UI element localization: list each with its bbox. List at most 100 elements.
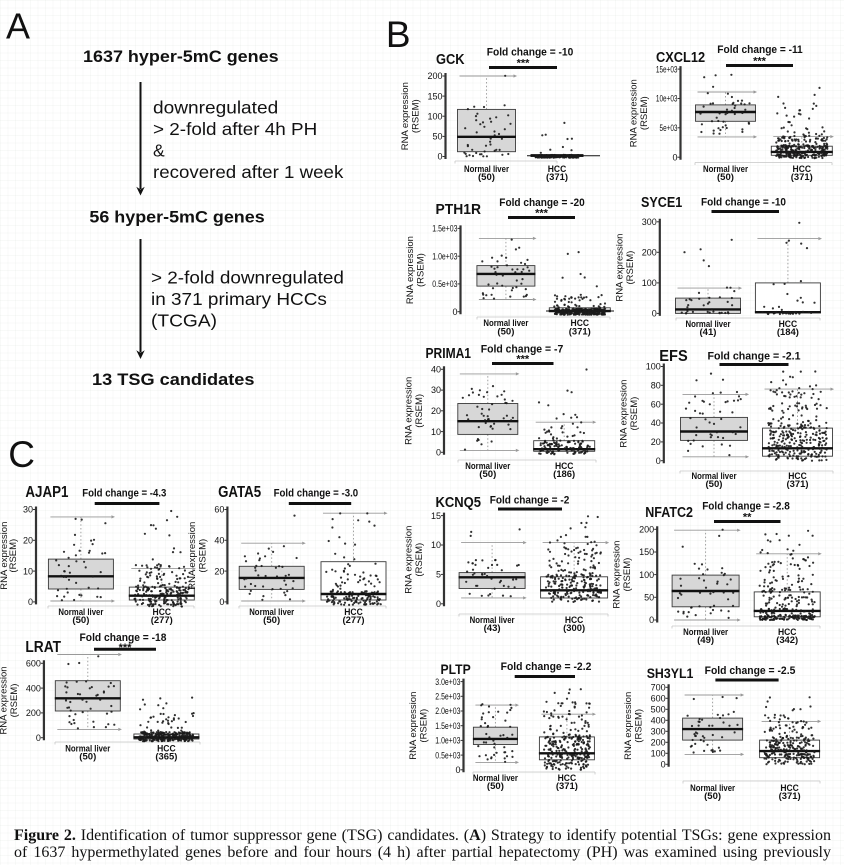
svg-text:LRAT: LRAT (25, 639, 61, 656)
svg-text:2.0e+03: 2.0e+03 (435, 706, 460, 716)
svg-text:(371): (371) (791, 172, 813, 182)
svg-text:1.5e+03: 1.5e+03 (435, 721, 460, 731)
svg-text:RNA expression: RNA expression (0, 522, 10, 590)
svg-text:200: 200 (651, 738, 666, 748)
svg-text:(50): (50) (79, 752, 96, 762)
svg-text:0: 0 (656, 456, 661, 466)
svg-text:5e+03: 5e+03 (660, 123, 678, 133)
svg-text:50: 50 (432, 132, 442, 142)
svg-text:> 2-fold after 4h PH: > 2-fold after 4h PH (153, 119, 317, 139)
svg-text:RNA expression: RNA expression (0, 666, 9, 734)
svg-text:0: 0 (436, 599, 441, 609)
svg-text:Fold change = -7: Fold change = -7 (481, 344, 564, 356)
svg-text:(RSEM): (RSEM) (629, 397, 640, 431)
svg-text:100: 100 (651, 749, 666, 759)
svg-text:5: 5 (436, 570, 441, 580)
svg-text:500: 500 (651, 705, 666, 715)
svg-text:HCC: HCC (779, 319, 798, 329)
svg-text:Fold change = -3.0: Fold change = -3.0 (274, 488, 359, 500)
svg-text:(RSEM): (RSEM) (197, 539, 208, 573)
svg-text:(371): (371) (556, 781, 578, 791)
svg-text:Fold change = -2.8: Fold change = -2.8 (702, 501, 790, 513)
svg-text:(TCGA): (TCGA) (151, 311, 217, 331)
svg-text:Fold change = -4.3: Fold change = -4.3 (82, 488, 166, 500)
svg-text:1.0e+03: 1.0e+03 (435, 736, 460, 746)
svg-text:HCC: HCC (548, 164, 567, 174)
svg-text:GATA5: GATA5 (218, 484, 261, 501)
svg-text:Fold change = -11: Fold change = -11 (717, 44, 802, 56)
svg-text:HCC: HCC (157, 744, 176, 754)
svg-text:RNA expression: RNA expression (408, 692, 419, 760)
svg-text:recovered after 1 week: recovered after 1 week (153, 162, 344, 182)
svg-text:SH3YL1: SH3YL1 (647, 665, 694, 681)
svg-text:(RSEM): (RSEM) (418, 709, 429, 743)
svg-text:AJAP1: AJAP1 (25, 484, 68, 501)
svg-text:150: 150 (427, 91, 442, 101)
svg-text:(RSEM): (RSEM) (414, 543, 425, 577)
svg-text:400: 400 (26, 683, 41, 693)
svg-text:HCC: HCC (565, 615, 584, 625)
svg-text:PLTP: PLTP (441, 661, 471, 677)
svg-text:B: B (386, 14, 411, 55)
svg-text:A: A (6, 5, 30, 46)
svg-text:HCC: HCC (153, 607, 172, 617)
svg-text:(371): (371) (779, 791, 801, 801)
svg-text:Fold change = -10: Fold change = -10 (487, 47, 574, 59)
svg-text:Normal liver: Normal liver (65, 744, 111, 754)
svg-text:40: 40 (214, 536, 224, 546)
svg-text:Normal liver: Normal liver (249, 607, 295, 617)
svg-text:(RSEM): (RSEM) (639, 96, 650, 130)
svg-text:(50): (50) (72, 615, 89, 625)
svg-text:(RSEM): (RSEM) (634, 709, 645, 743)
svg-text:1.5e+03: 1.5e+03 (432, 224, 457, 234)
svg-text:300: 300 (651, 727, 666, 737)
svg-text:Fold change = -2.5: Fold change = -2.5 (705, 665, 796, 677)
svg-text:10e+03: 10e+03 (656, 94, 678, 104)
svg-text:13 TSG candidates: 13 TSG candidates (92, 370, 255, 389)
svg-text:(50): (50) (263, 615, 280, 625)
svg-text:300: 300 (642, 217, 657, 227)
svg-text:(50): (50) (497, 327, 514, 337)
svg-text:(RSEM): (RSEM) (8, 539, 19, 573)
svg-text:(49): (49) (697, 635, 714, 645)
svg-text:60: 60 (651, 399, 661, 409)
svg-text:Fold change = -2.1: Fold change = -2.1 (708, 351, 801, 363)
svg-text:15: 15 (431, 511, 441, 521)
svg-text:(277): (277) (151, 615, 173, 625)
svg-text:30: 30 (431, 385, 441, 395)
svg-text:CXCL12: CXCL12 (656, 50, 705, 66)
svg-text:Fold change = -2: Fold change = -2 (490, 495, 570, 507)
svg-text:HCC: HCC (778, 627, 797, 637)
svg-text:10: 10 (431, 540, 441, 550)
svg-text:(300): (300) (563, 623, 585, 633)
svg-text:&: & (153, 141, 165, 161)
svg-text:Fold change = -20: Fold change = -20 (499, 197, 584, 209)
svg-text:RNA expression: RNA expression (618, 380, 629, 448)
svg-text:C: C (8, 434, 35, 475)
svg-text:40: 40 (431, 365, 441, 375)
svg-text:200: 200 (427, 71, 442, 81)
svg-text:NFATC2: NFATC2 (645, 505, 693, 521)
svg-text:0: 0 (455, 765, 460, 775)
svg-text:80: 80 (651, 381, 661, 391)
svg-text:RNA expression: RNA expression (628, 79, 639, 147)
svg-text:(RSEM): (RSEM) (9, 684, 20, 718)
svg-text:Normal liver: Normal liver (683, 627, 729, 637)
svg-text:100: 100 (642, 278, 657, 288)
svg-text:PRIMA1: PRIMA1 (426, 346, 472, 362)
svg-text:60: 60 (214, 505, 224, 515)
svg-text:(50): (50) (478, 172, 495, 182)
svg-text:Normal liver: Normal liver (692, 471, 738, 481)
svg-text:**: ** (743, 512, 752, 524)
svg-text:Fold change = -2.2: Fold change = -2.2 (501, 661, 592, 673)
svg-text:20: 20 (23, 536, 33, 546)
svg-text:200: 200 (639, 525, 654, 535)
svg-text:(41): (41) (700, 327, 717, 337)
svg-text:RNA expression: RNA expression (623, 692, 634, 760)
svg-text:50: 50 (644, 593, 654, 603)
svg-text:100: 100 (646, 362, 661, 372)
svg-text:(371): (371) (546, 172, 568, 182)
svg-text:(50): (50) (704, 791, 721, 801)
svg-text:20: 20 (431, 406, 441, 416)
svg-text:(RSEM): (RSEM) (411, 99, 422, 133)
